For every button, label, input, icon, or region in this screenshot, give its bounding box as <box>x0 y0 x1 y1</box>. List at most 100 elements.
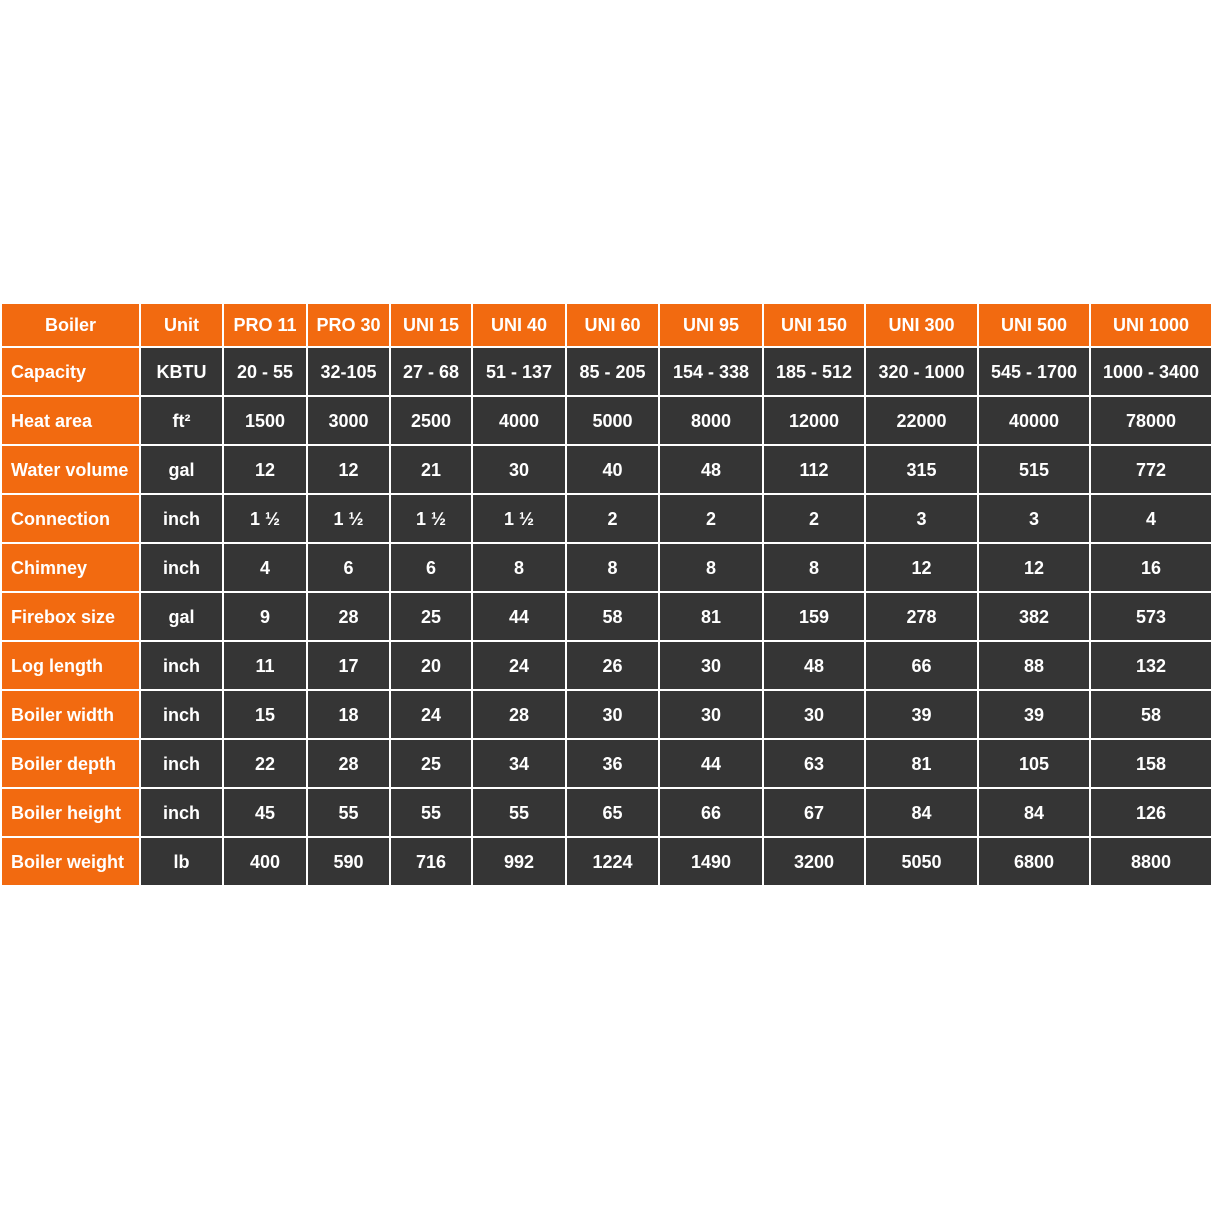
unit-cell: inch <box>139 689 224 740</box>
value-cell: 1000 - 3400 <box>1089 346 1213 397</box>
value-cell: 45 <box>222 787 308 838</box>
value-cell: 18 <box>306 689 391 740</box>
value-cell: 315 <box>864 444 979 495</box>
value-cell: 105 <box>977 738 1091 789</box>
header-cell: UNI 60 <box>565 302 660 348</box>
value-cell: 3 <box>864 493 979 544</box>
value-cell: 6 <box>306 542 391 593</box>
value-cell: 112 <box>762 444 866 495</box>
row-label: Boiler height <box>0 787 141 838</box>
value-cell: 126 <box>1089 787 1213 838</box>
value-cell: 32-105 <box>306 346 391 397</box>
value-cell: 2 <box>658 493 764 544</box>
value-cell: 1 ½ <box>389 493 473 544</box>
value-cell: 66 <box>864 640 979 691</box>
value-cell: 63 <box>762 738 866 789</box>
value-cell: 1 ½ <box>222 493 308 544</box>
table-row: Boiler depth inch 22 28 25 34 36 44 63 81 105 158 <box>0 738 1213 789</box>
value-cell: 6 <box>389 542 473 593</box>
value-cell: 11 <box>222 640 308 691</box>
value-cell: 3 <box>977 493 1091 544</box>
value-cell: 30 <box>471 444 567 495</box>
value-cell: 12000 <box>762 395 866 446</box>
unit-cell: lb <box>139 836 224 887</box>
unit-cell: KBTU <box>139 346 224 397</box>
value-cell: 40000 <box>977 395 1091 446</box>
table-row: Boiler weight lb 400 590 716 992 1224 1490 3200 5… <box>0 836 1213 887</box>
header-cell: Unit <box>139 302 224 348</box>
value-cell: 84 <box>977 787 1091 838</box>
value-cell: 39 <box>977 689 1091 740</box>
value-cell: 12 <box>222 444 308 495</box>
value-cell: 66 <box>658 787 764 838</box>
value-cell: 21 <box>389 444 473 495</box>
row-label: Boiler width <box>0 689 141 740</box>
value-cell: 78000 <box>1089 395 1213 446</box>
header-cell: PRO 11 <box>222 302 308 348</box>
value-cell: 716 <box>389 836 473 887</box>
value-cell: 12 <box>864 542 979 593</box>
table-row: Boiler height inch 45 55 55 55 65 66 67 84 84 126 <box>0 787 1213 838</box>
value-cell: 5050 <box>864 836 979 887</box>
value-cell: 36 <box>565 738 660 789</box>
value-cell: 545 - 1700 <box>977 346 1091 397</box>
value-cell: 88 <box>977 640 1091 691</box>
value-cell: 30 <box>658 689 764 740</box>
value-cell: 1 ½ <box>306 493 391 544</box>
table-row: Log length inch 11 17 20 24 26 30 48 66 88 132 <box>0 640 1213 691</box>
unit-cell: ft² <box>139 395 224 446</box>
unit-cell: inch <box>139 640 224 691</box>
value-cell: 1500 <box>222 395 308 446</box>
header-cell: UNI 500 <box>977 302 1091 348</box>
header-cell: UNI 40 <box>471 302 567 348</box>
value-cell: 58 <box>1089 689 1213 740</box>
value-cell: 58 <box>565 591 660 642</box>
value-cell: 48 <box>658 444 764 495</box>
value-cell: 30 <box>658 640 764 691</box>
row-label: Chimney <box>0 542 141 593</box>
value-cell: 84 <box>864 787 979 838</box>
value-cell: 3000 <box>306 395 391 446</box>
value-cell: 12 <box>306 444 391 495</box>
value-cell: 24 <box>471 640 567 691</box>
value-cell: 4 <box>1089 493 1213 544</box>
value-cell: 320 - 1000 <box>864 346 979 397</box>
value-cell: 28 <box>306 738 391 789</box>
value-cell: 5000 <box>565 395 660 446</box>
unit-cell: gal <box>139 591 224 642</box>
value-cell: 44 <box>658 738 764 789</box>
header-cell: UNI 300 <box>864 302 979 348</box>
row-label: Log length <box>0 640 141 691</box>
value-cell: 12 <box>977 542 1091 593</box>
table-row: Capacity KBTU 20 - 55 32-105 27 - 68 51 - 137… <box>0 346 1213 397</box>
value-cell: 24 <box>389 689 473 740</box>
value-cell: 9 <box>222 591 308 642</box>
value-cell: 22 <box>222 738 308 789</box>
table-row: Chimney inch 4 6 6 8 8 8 8 12 12 16 <box>0 542 1213 593</box>
value-cell: 8 <box>762 542 866 593</box>
value-cell: 55 <box>471 787 567 838</box>
header-cell: UNI 1000 <box>1089 302 1213 348</box>
header-cell: UNI 95 <box>658 302 764 348</box>
value-cell: 26 <box>565 640 660 691</box>
value-cell: 30 <box>565 689 660 740</box>
value-cell: 400 <box>222 836 308 887</box>
value-cell: 27 - 68 <box>389 346 473 397</box>
value-cell: 8000 <box>658 395 764 446</box>
value-cell: 25 <box>389 738 473 789</box>
value-cell: 1224 <box>565 836 660 887</box>
value-cell: 4 <box>222 542 308 593</box>
table-row: Water volume gal 12 12 21 30 40 48 112 315 515 772 <box>0 444 1213 495</box>
header-cell: Boiler <box>0 302 141 348</box>
value-cell: 51 - 137 <box>471 346 567 397</box>
value-cell: 8 <box>658 542 764 593</box>
row-label: Firebox size <box>0 591 141 642</box>
unit-cell: inch <box>139 542 224 593</box>
value-cell: 20 - 55 <box>222 346 308 397</box>
value-cell: 28 <box>471 689 567 740</box>
value-cell: 3200 <box>762 836 866 887</box>
row-label: Connection <box>0 493 141 544</box>
header-cell: UNI 150 <box>762 302 866 348</box>
